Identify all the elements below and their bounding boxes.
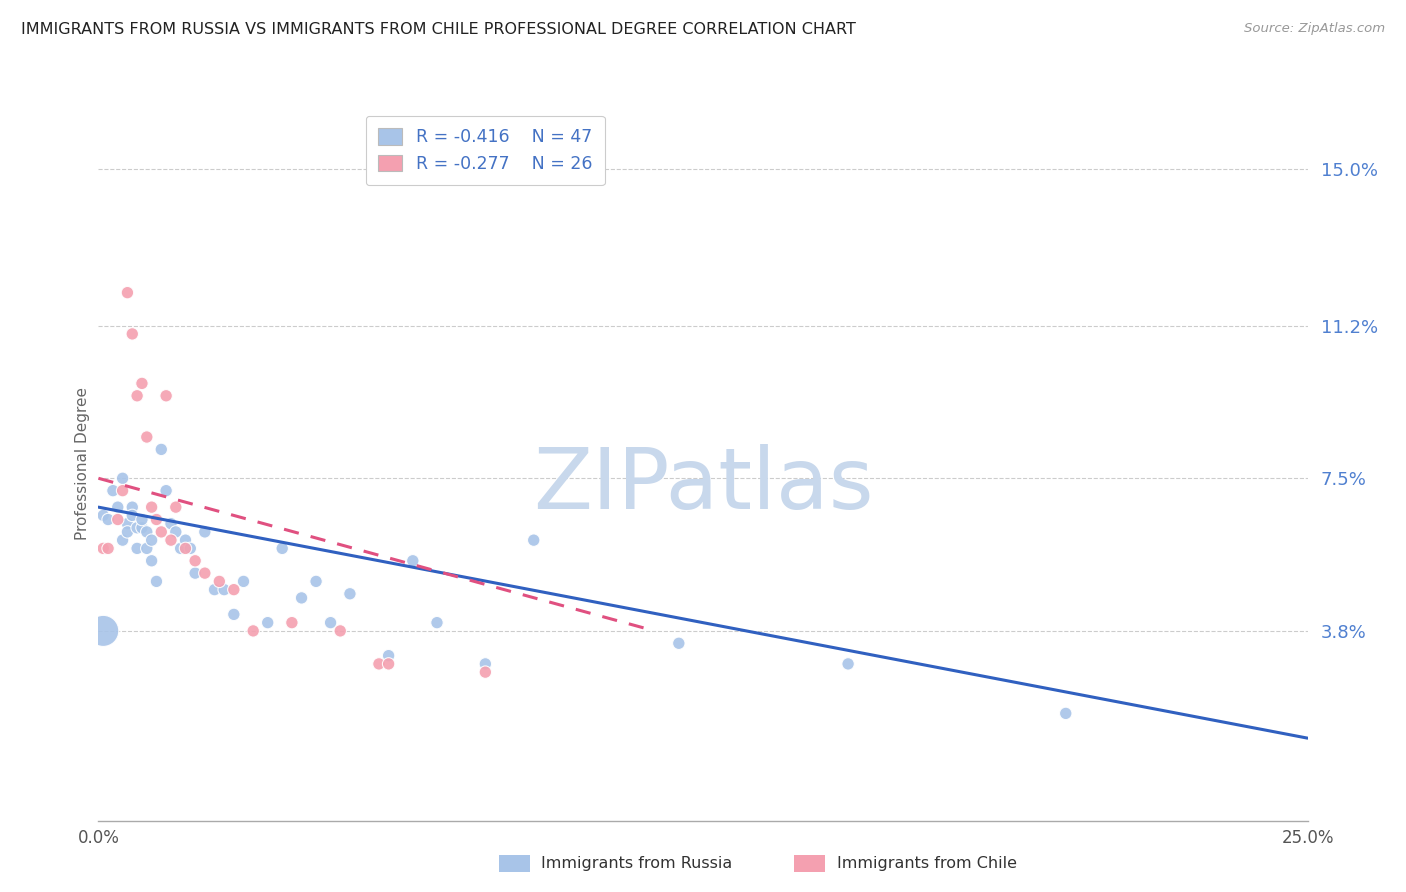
- Point: [91, 541, 114, 556]
- Point: [165, 500, 187, 515]
- Point: [141, 554, 163, 568]
- Point: [111, 471, 134, 485]
- Point: [135, 541, 157, 556]
- Point: [194, 566, 217, 581]
- Point: [131, 376, 153, 391]
- Legend: R = -0.416    N = 47, R = -0.277    N = 26: R = -0.416 N = 47, R = -0.277 N = 26: [366, 116, 605, 186]
- Point: [145, 574, 167, 589]
- Point: [474, 665, 496, 680]
- Point: [135, 430, 157, 444]
- Point: [141, 533, 163, 548]
- Point: [169, 541, 191, 556]
- Point: [150, 442, 173, 457]
- Point: [150, 524, 173, 539]
- Point: [377, 648, 399, 663]
- Point: [131, 521, 153, 535]
- Point: [242, 624, 264, 638]
- Text: Immigrants from Chile: Immigrants from Chile: [837, 856, 1017, 871]
- Point: [368, 657, 391, 671]
- Point: [121, 326, 143, 341]
- Text: IMMIGRANTS FROM RUSSIA VS IMMIGRANTS FROM CHILE PROFESSIONAL DEGREE CORRELATION : IMMIGRANTS FROM RUSSIA VS IMMIGRANTS FRO…: [21, 22, 856, 37]
- Point: [160, 516, 183, 531]
- Point: [184, 554, 207, 568]
- Point: [402, 554, 425, 568]
- Point: [319, 615, 342, 630]
- Point: [1054, 706, 1077, 721]
- Point: [91, 508, 114, 523]
- Y-axis label: Professional Degree: Professional Degree: [75, 387, 90, 541]
- Point: [281, 615, 304, 630]
- Point: [131, 512, 153, 526]
- Point: [117, 524, 139, 539]
- Point: [107, 500, 129, 515]
- Point: [474, 657, 496, 671]
- Point: [91, 624, 114, 638]
- Point: [145, 512, 167, 526]
- Point: [127, 541, 149, 556]
- Point: [155, 483, 177, 498]
- Point: [97, 541, 120, 556]
- Point: [523, 533, 546, 548]
- Point: [97, 512, 120, 526]
- Point: [256, 615, 278, 630]
- Point: [208, 574, 231, 589]
- Point: [232, 574, 254, 589]
- Point: [222, 582, 245, 597]
- Point: [117, 285, 139, 300]
- Point: [222, 607, 245, 622]
- Text: ZIPatlas: ZIPatlas: [533, 443, 873, 527]
- Point: [111, 533, 134, 548]
- Point: [121, 500, 143, 515]
- Point: [271, 541, 294, 556]
- Point: [194, 524, 217, 539]
- Point: [121, 508, 143, 523]
- Point: [426, 615, 449, 630]
- Point: [101, 483, 124, 498]
- Point: [305, 574, 328, 589]
- Point: [184, 566, 207, 581]
- Point: [155, 389, 177, 403]
- Point: [668, 636, 690, 650]
- Point: [107, 512, 129, 526]
- Point: [165, 524, 187, 539]
- Point: [837, 657, 859, 671]
- Text: Immigrants from Russia: Immigrants from Russia: [541, 856, 733, 871]
- Point: [160, 533, 183, 548]
- Point: [179, 541, 201, 556]
- Point: [329, 624, 352, 638]
- Point: [339, 587, 361, 601]
- Point: [174, 533, 197, 548]
- Point: [111, 483, 134, 498]
- Point: [117, 516, 139, 531]
- Point: [135, 524, 157, 539]
- Point: [141, 500, 163, 515]
- Point: [127, 389, 149, 403]
- Point: [290, 591, 312, 605]
- Text: Source: ZipAtlas.com: Source: ZipAtlas.com: [1244, 22, 1385, 36]
- Point: [377, 657, 399, 671]
- Point: [204, 582, 226, 597]
- Point: [127, 521, 149, 535]
- Point: [174, 541, 197, 556]
- Point: [212, 582, 235, 597]
